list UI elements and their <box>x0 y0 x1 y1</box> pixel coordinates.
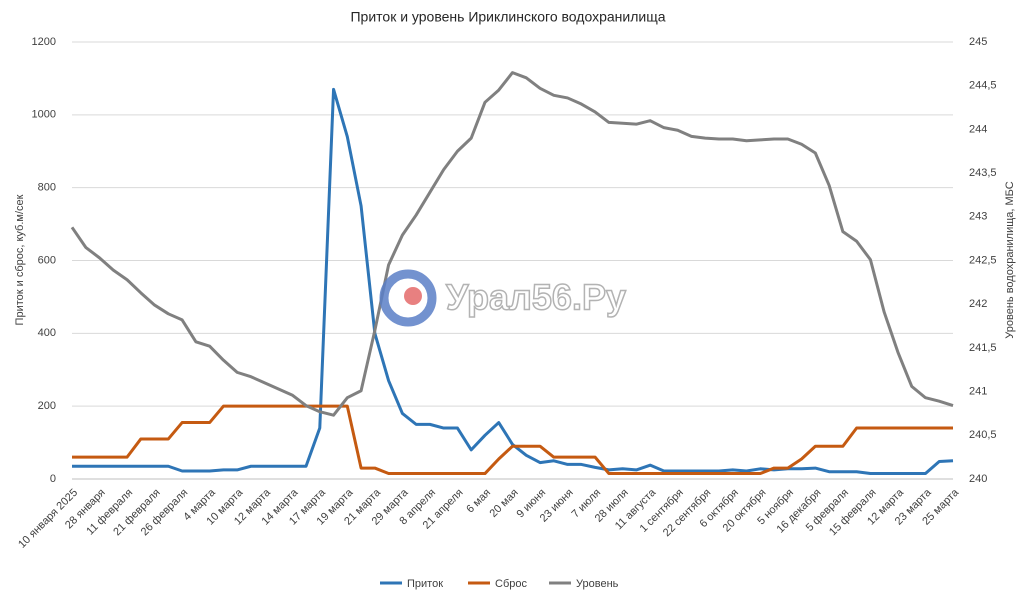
chart-title: Приток и уровень Ириклинского водохранил… <box>350 9 665 25</box>
legend-label: Уровень <box>576 578 619 590</box>
y2-tick-label: 244,5 <box>969 80 997 92</box>
y2-tick-label: 241 <box>969 386 987 398</box>
legend-label: Сброс <box>495 578 527 590</box>
y-tick-label: 1200 <box>32 36 56 48</box>
y-tick-label: 600 <box>38 254 56 266</box>
y-tick-label: 400 <box>38 327 56 339</box>
watermark-ring <box>379 269 437 327</box>
series-line <box>72 87 954 476</box>
watermark-dot <box>404 287 422 305</box>
y2-tick-label: 242 <box>969 298 987 310</box>
y2-axis-label: Уровень водохранилища, МБС <box>1004 181 1016 338</box>
y2-tick-label: 243,5 <box>969 167 997 179</box>
y2-tick-label: 241,5 <box>969 342 997 354</box>
y2-tick-label: 243 <box>969 211 987 223</box>
series-line <box>72 404 953 476</box>
legend-label: Приток <box>407 578 443 590</box>
y-tick-label: 0 <box>50 473 56 485</box>
y-tick-label: 200 <box>38 400 56 412</box>
y-tick-label: 800 <box>38 182 56 194</box>
series-line <box>70 71 954 417</box>
y2-tick-label: 244 <box>969 123 987 135</box>
y2-tick-label: 240 <box>969 473 987 485</box>
y-tick-label: 1000 <box>32 109 56 121</box>
y-axis-label: Приток и сброс, куб.м/сек <box>14 194 26 325</box>
x-tick-label: 20 мая <box>487 487 520 520</box>
watermark: Урал56.Ру <box>379 269 627 327</box>
y2-tick-label: 240,5 <box>969 429 997 441</box>
y2-tick-label: 242,5 <box>969 254 997 266</box>
watermark-text: Урал56.Ру <box>446 277 626 318</box>
y2-tick-label: 245 <box>969 36 987 48</box>
